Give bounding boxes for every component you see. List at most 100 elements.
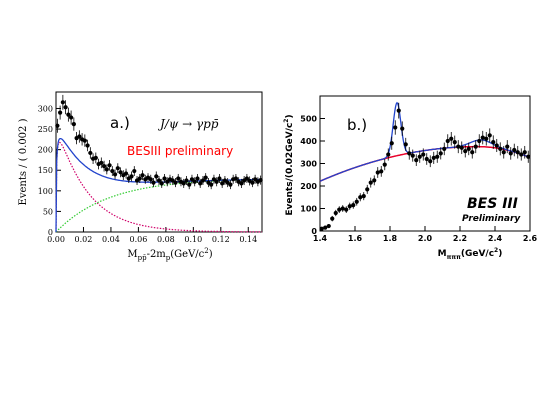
data-point [424, 156, 429, 162]
y-tick-label: 100 [38, 187, 53, 196]
data-point [151, 180, 156, 185]
data-point [85, 143, 90, 148]
data-point [140, 173, 145, 178]
preliminary-annotation-b: Preliminary [462, 214, 521, 224]
data-point [407, 151, 412, 156]
y-axis-label-b: Events/(0.02GeV/c2) [283, 114, 295, 215]
data-point [445, 138, 450, 144]
x-tick-label: 2.0 [418, 234, 433, 243]
data-point [358, 195, 363, 200]
data-point [63, 105, 68, 110]
data-point [110, 168, 115, 174]
formula-annotation-a: J/ψ → γpp̄ [157, 117, 219, 131]
data-point [211, 177, 217, 182]
data-point [344, 207, 349, 212]
data-point [480, 135, 485, 140]
x-axis-label-a-mid: -2m [147, 249, 167, 260]
data-point [184, 178, 189, 183]
data-point [386, 152, 391, 157]
data-point [82, 138, 87, 143]
data-point [132, 168, 137, 174]
data-point [442, 146, 447, 151]
y-axis-label-b-main: Events/(0.02GeV/c [285, 123, 295, 216]
x-tick-label: 0.06 [129, 235, 147, 244]
data-point [162, 176, 167, 181]
data-point [239, 181, 244, 186]
y-tick-label: 300 [300, 160, 317, 169]
data-point [526, 154, 531, 159]
data-point [104, 167, 109, 172]
data-point [459, 145, 464, 150]
data-point [498, 146, 503, 151]
data-point [452, 140, 457, 145]
y-tick-label: 250 [38, 125, 53, 134]
data-point [214, 179, 219, 184]
data-point [330, 216, 335, 221]
data-point [123, 171, 129, 176]
x-axis-label-a-sup: 2 [204, 247, 208, 255]
data-point [323, 225, 328, 230]
data-point [354, 199, 359, 204]
data-point [195, 176, 200, 181]
data-point [176, 176, 181, 181]
x-tick-label: 0.10 [184, 235, 202, 244]
data-point [389, 141, 394, 146]
x-axis-label-a-end: ) [209, 249, 213, 260]
data-point [512, 147, 517, 153]
watermark-annotation-a: BESIII preliminary [127, 144, 233, 158]
data-point [522, 150, 527, 155]
data-point [77, 134, 82, 139]
data-point [250, 180, 255, 185]
y-tick-label: 200 [300, 182, 317, 191]
data-point [379, 169, 384, 174]
data-point [410, 153, 415, 158]
x-axis-label-a-unit: (GeV/c [170, 249, 204, 260]
y-tick-label: 0 [311, 227, 317, 236]
data-point [487, 133, 492, 138]
data-point [333, 210, 338, 216]
data-point [173, 180, 178, 185]
data-point [382, 162, 387, 167]
data-point [233, 176, 239, 181]
data-point [101, 164, 107, 169]
data-point [209, 182, 214, 187]
x-tick-label: 0.02 [75, 235, 93, 244]
data-point [484, 136, 489, 141]
x-axis-label-b-sub: πππ [447, 254, 461, 261]
data-point [217, 176, 222, 181]
data-point [393, 125, 398, 130]
x-tick-label: 1.6 [348, 234, 363, 243]
panel-label-a: a.) [110, 114, 130, 132]
data-point [466, 146, 471, 151]
data-point [69, 115, 74, 120]
data-point [372, 178, 377, 183]
data-point [99, 160, 104, 165]
data-point [417, 154, 422, 159]
data-point [203, 175, 208, 180]
x-tick-label: 0.08 [157, 235, 175, 244]
x-axis-label-b-main: M [438, 249, 447, 259]
data-point [414, 158, 419, 163]
x-tick-label: 0.04 [102, 235, 120, 244]
data-point [159, 181, 164, 186]
y-axis-label-b-end: ) [285, 114, 295, 118]
data-point [508, 151, 513, 156]
data-point [107, 163, 112, 168]
data-point [93, 155, 98, 160]
data-point [129, 174, 134, 179]
data-point [198, 181, 203, 186]
data-point [400, 126, 405, 131]
x-axis-label-b-end: ) [498, 249, 502, 259]
data-point [137, 176, 142, 181]
x-axis-label-b: Mπππ(GeV/c2) [438, 247, 503, 261]
data-point [200, 178, 206, 183]
x-tick-label: 2.4 [488, 234, 503, 243]
data-point [244, 176, 249, 181]
data-point [156, 178, 162, 183]
x-tick-label: 0.00 [47, 235, 65, 244]
y-axis-ticks-b: 0 100 200 300 400 500 [300, 115, 325, 236]
data-point [253, 177, 258, 182]
data-point [463, 149, 468, 154]
x-tick-label: 1.8 [383, 234, 398, 243]
data-point [319, 226, 324, 231]
